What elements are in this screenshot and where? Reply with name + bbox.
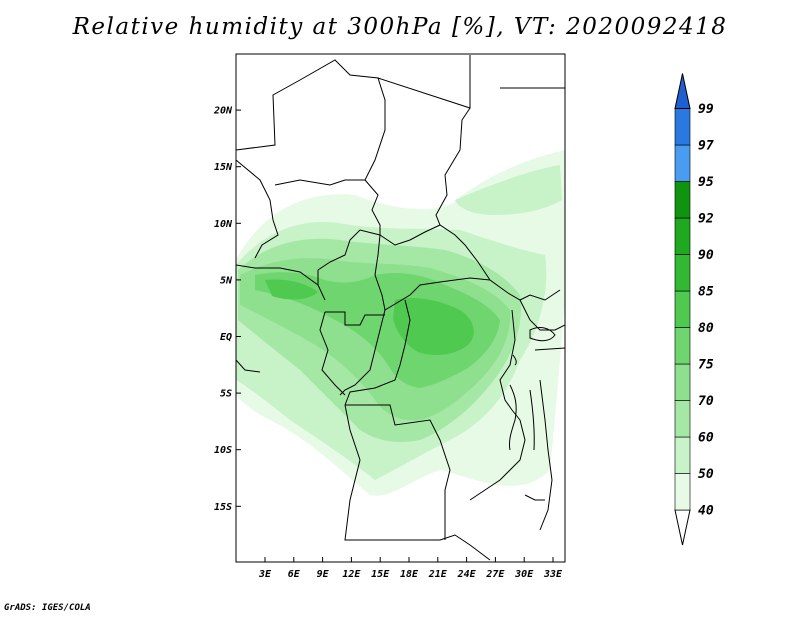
lon-tick-label: 6E [288, 569, 301, 580]
lon-tick-label: 9E [317, 569, 330, 580]
latitude-axis: 20N 15N 10N 5N EQ 5S 10S 15S [213, 106, 241, 513]
colorbar-segment [674, 108, 691, 146]
lon-tick-label: 3E [258, 569, 272, 580]
humidity-area-85 [393, 298, 474, 356]
colorbar-label: 60 [698, 431, 714, 446]
lat-tick-label: EQ [220, 332, 232, 343]
lat-tick-label: 5N [220, 275, 233, 286]
colorbar-label: 90 [698, 248, 714, 263]
map-frame [235, 53, 566, 563]
lon-tick-label: 21E [428, 569, 448, 580]
colorbar-segment [674, 473, 691, 511]
colorbar-segment [674, 327, 691, 365]
lon-tick-label: 12E [342, 569, 361, 580]
colorbar-label: 40 [698, 504, 714, 519]
lat-tick-label: 10N [214, 219, 233, 230]
lon-tick-label: 30E [514, 569, 534, 580]
humidity-area-60b [455, 165, 562, 215]
colorbar-segment [674, 363, 691, 401]
lon-tick-label: 15E [371, 569, 390, 580]
colorbar-label: 99 [698, 102, 714, 117]
colorbar-segment [674, 181, 691, 219]
colorbar-bottom-arrow [674, 509, 691, 546]
colorbar-label: 75 [698, 358, 714, 373]
lon-tick-label: 24E [457, 569, 477, 580]
colorbar-segment [674, 144, 691, 182]
lon-tick-label: 33E [543, 569, 563, 580]
longitude-axis: 3E 6E 9E 12E 15E 18E 21E 24E 27E 30E 33E [258, 557, 563, 580]
country-borders [236, 55, 565, 561]
colorbar-segment [674, 217, 691, 255]
lon-tick-label: 18E [400, 569, 419, 580]
colorbar-segment [674, 436, 691, 474]
colorbar-label: 95 [698, 175, 714, 190]
colorbar-top-arrow [674, 73, 691, 109]
lat-tick-label: 10S [214, 445, 232, 456]
lon-tick-label: 27E [485, 569, 505, 580]
colorbar-label: 85 [698, 285, 714, 300]
lat-tick-label: 15N [214, 162, 233, 173]
grads-credit: GrADS: IGES/COLA [4, 603, 91, 613]
humidity-field [236, 150, 565, 496]
colorbar-label: 70 [698, 394, 714, 409]
colorbar-label: 92 [698, 212, 714, 227]
lat-tick-label: 15S [214, 502, 232, 513]
lat-tick-label: 20N [213, 106, 233, 117]
colorbar-label: 80 [698, 321, 714, 336]
colorbar-segment [674, 400, 691, 438]
map-title: Relative humidity at 300hPa [%], VT: 202… [72, 14, 728, 40]
colorbar-segment [674, 254, 691, 292]
colorbar-label: 50 [698, 467, 714, 482]
lat-tick-label: 5S [220, 389, 232, 400]
humidity-area-85b [265, 279, 318, 300]
humidity-area-80 [255, 272, 500, 388]
colorbar-label: 97 [698, 139, 714, 154]
colorbar-segment [674, 290, 691, 328]
colorbar: 40 50 60 70 75 80 85 90 92 95 97 99 [674, 73, 714, 546]
